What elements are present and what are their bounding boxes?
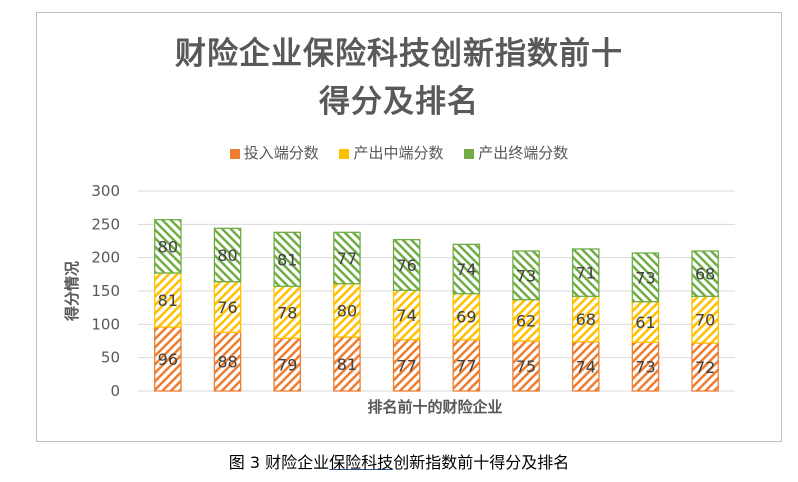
data-label: 96 [158, 350, 178, 369]
bar-segment [154, 326, 182, 392]
caption-part1: 财险企业 [265, 453, 330, 472]
data-label: 79 [277, 356, 297, 375]
bar-segment [571, 248, 600, 297]
data-label: 81 [158, 291, 178, 310]
y-axis-label: 得分情况 [63, 261, 81, 322]
chart-title-line2: 得分及排名 [319, 84, 479, 120]
legend-label-input: 投入端分数 [243, 144, 319, 162]
data-label: 73 [635, 358, 655, 377]
bar-segment [213, 331, 242, 392]
y-tick-label: 150 [91, 282, 120, 300]
caption-underlined: 保险科技 [329, 453, 394, 472]
bar-segment [452, 293, 481, 341]
bar-segment [512, 250, 540, 301]
data-label: 80 [158, 237, 178, 256]
bar-segment [631, 341, 660, 392]
data-label: 81 [337, 355, 357, 374]
data-label: 81 [277, 250, 297, 269]
legend-label-mid-output: 产出中端分数 [353, 144, 444, 162]
y-tick-label: 0 [110, 382, 120, 400]
data-label: 69 [456, 308, 476, 327]
data-label: 77 [337, 249, 357, 268]
bar-segment [273, 337, 302, 392]
bar-segment [392, 239, 421, 291]
data-label: 68 [695, 265, 715, 284]
bar-segment [631, 252, 660, 303]
data-label: 70 [695, 311, 715, 330]
data-label: 68 [576, 310, 596, 329]
bar-segment [691, 342, 719, 392]
caption-part2: 创新指数前十得分及排名 [393, 453, 570, 472]
data-label: 77 [396, 356, 416, 375]
bar-segment [452, 243, 481, 295]
legend-swatch-final-output [464, 148, 475, 159]
data-label: 71 [576, 264, 596, 283]
data-label: 76 [217, 298, 237, 317]
bar-segment [333, 231, 361, 285]
chart-title-line1: 财险企业保险科技创新指数前十 [175, 36, 623, 72]
data-label: 77 [456, 356, 476, 375]
y-tick-label: 200 [91, 249, 120, 267]
data-label: 73 [516, 266, 536, 285]
data-label: 74 [576, 357, 596, 376]
chart-legend: 投入端分数 产出中端分数 产出终端分数 [0, 142, 798, 163]
y-tick-label: 100 [91, 315, 120, 333]
data-label: 62 [516, 311, 536, 330]
data-label: 88 [217, 353, 237, 372]
data-label: 78 [277, 303, 297, 322]
legend-item-final-output: 产出终端分数 [464, 142, 568, 163]
legend-label-final-output: 产出终端分数 [478, 144, 569, 162]
bar-segment [333, 336, 361, 392]
data-label: 74 [456, 260, 476, 279]
legend-swatch-input [229, 148, 240, 159]
bar-segment [512, 340, 540, 392]
data-label: 73 [635, 268, 655, 287]
bar-segment [333, 283, 361, 338]
data-label: 74 [396, 306, 416, 325]
y-tick-label: 50 [101, 349, 120, 367]
bar-segment [213, 227, 242, 283]
bar-segment [154, 272, 182, 328]
bar-segment [631, 301, 660, 343]
legend-swatch-mid-output [339, 148, 350, 159]
data-label: 61 [635, 313, 655, 332]
data-label: 72 [695, 358, 715, 377]
figure-caption: 图 3 财险企业保险科技创新指数前十得分及排名 [0, 449, 798, 473]
legend-item-input: 投入端分数 [229, 142, 319, 163]
data-label: 75 [516, 357, 536, 376]
bar-segment [691, 250, 719, 297]
data-label: 80 [337, 301, 357, 320]
bar-segment [571, 341, 600, 392]
x-axis-label: 排名前十的财险企业 [367, 398, 502, 416]
caption-prefix: 图 3 [228, 453, 266, 472]
bar-segment [154, 219, 182, 274]
legend-item-mid-output: 产出中端分数 [339, 142, 444, 163]
y-tick-label: 300 [91, 182, 120, 200]
bar-segment [273, 231, 302, 287]
data-label: 76 [396, 256, 416, 275]
y-tick-label: 250 [91, 215, 120, 233]
data-label: 80 [217, 246, 237, 265]
